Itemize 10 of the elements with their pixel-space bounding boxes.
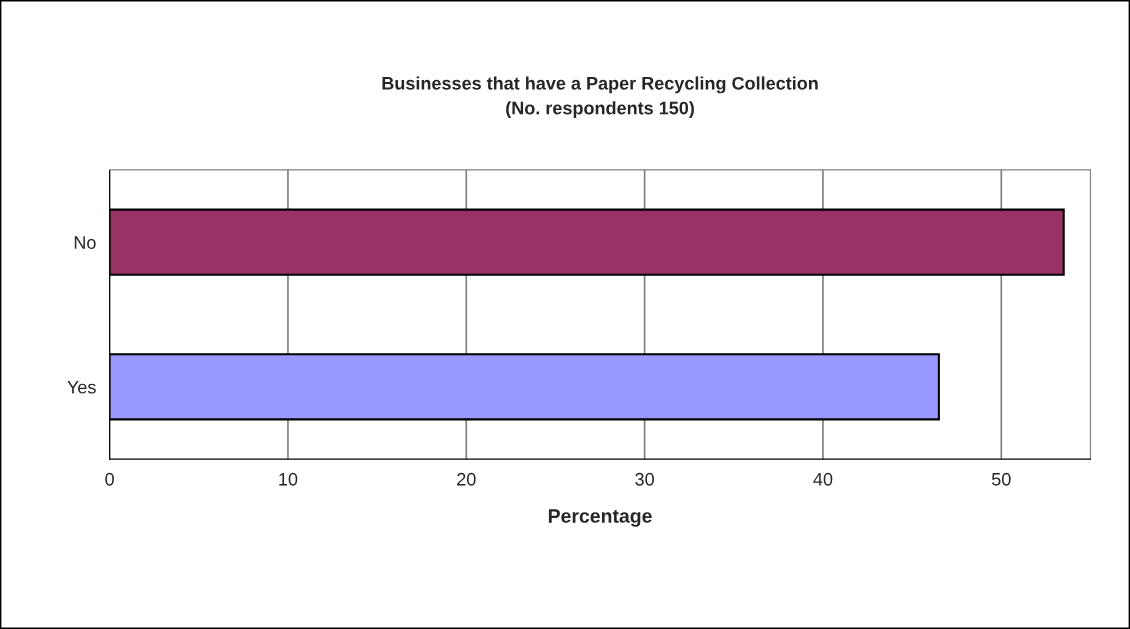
- x-tick-label: 30: [635, 472, 654, 486]
- x-tick-label: 0: [105, 472, 114, 486]
- y-tick-label: No: [74, 236, 96, 249]
- x-tick-label: 10: [279, 472, 298, 486]
- x-tick-label: 20: [457, 472, 476, 486]
- y-tick-label: Yes: [67, 380, 96, 394]
- chart-title: Businesses that have a Paper Recycling Collection (No. respondents 150): [382, 76, 818, 119]
- x-tick-label: 50: [991, 472, 1011, 486]
- x-tick-label: 40: [813, 472, 833, 486]
- x-axis-title: Percentage: [548, 509, 652, 527]
